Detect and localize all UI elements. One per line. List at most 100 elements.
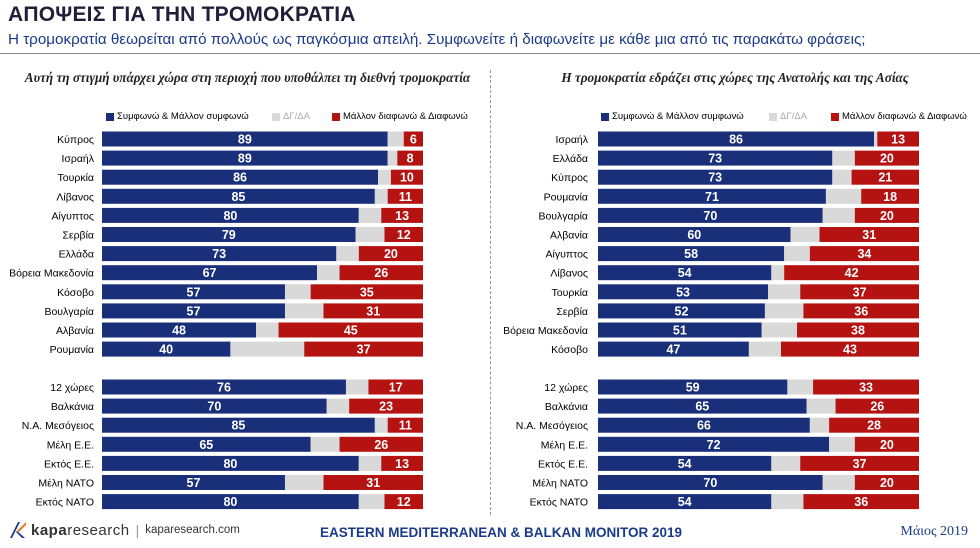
left-value-label-agree: 89 — [238, 152, 252, 166]
left-bar-agree — [102, 246, 337, 262]
left-value-label-disagree: 12 — [397, 495, 411, 509]
left-category-label: Ισραήλ — [61, 153, 94, 165]
legend-na: ΔΓ/ΔΑ — [272, 111, 310, 122]
right-bar-na — [764, 303, 804, 319]
left-value-label-agree: 57 — [187, 304, 201, 318]
left-value-label-disagree: 31 — [366, 476, 380, 490]
left-value-label-disagree: 17 — [389, 381, 403, 395]
right-value-label-agree: 53 — [676, 285, 690, 299]
left-category-label: 12 χώρες — [50, 382, 94, 394]
left-bar-na — [355, 227, 385, 242]
left-value-label-disagree: 37 — [357, 343, 371, 357]
left-bar-disagree — [323, 475, 423, 490]
panel-divider — [490, 70, 491, 515]
right-category-label: Βουλγαρία — [538, 210, 588, 222]
legend-na-swatch — [272, 112, 280, 121]
right-value-label-disagree: 18 — [883, 190, 897, 204]
left-value-label-disagree: 8 — [407, 152, 414, 166]
right-value-label-agree: 86 — [729, 133, 743, 147]
left-category-label: Κόσοβο — [57, 287, 94, 299]
right-category-label: Ισραήλ — [555, 134, 588, 146]
left-value-label-agree: 80 — [223, 457, 237, 471]
left-value-label-agree: 67 — [203, 266, 217, 280]
left-bar-agree — [102, 322, 257, 338]
right-bar-na — [806, 398, 836, 414]
right-bar-agree — [598, 379, 788, 395]
left-bar-na — [310, 436, 340, 452]
right-value-label-disagree: 37 — [853, 457, 867, 471]
legend-agree: Συμφωνώ & Μάλλον συμφωνώ — [601, 111, 744, 122]
right-category-label: Κόσοβο — [551, 344, 588, 356]
left-bar-disagree — [384, 227, 423, 242]
left-bar-na — [358, 207, 382, 223]
left-bar-agree — [102, 303, 285, 319]
right-bar-disagree — [800, 284, 919, 300]
left-category-label: Τουρκία — [58, 172, 94, 184]
right-bar-na — [822, 475, 855, 490]
right-category-label: Βαλκάνια — [545, 401, 588, 413]
logo-mark-icon — [8, 520, 28, 540]
right-bar-na — [874, 131, 878, 147]
left-bar-na — [374, 417, 388, 433]
left-bar-na — [358, 455, 382, 471]
page-subtitle: Η τρομοκρατία θεωρείται από πολλούς ως π… — [8, 31, 866, 48]
left-value-label-disagree: 23 — [379, 400, 393, 414]
right-bar-na — [809, 417, 830, 433]
right-bar-agree — [598, 188, 826, 204]
legend-disagree-swatch — [332, 112, 340, 121]
footer-url: kaparesearch.com — [145, 524, 240, 536]
right-category-label: Εκτός ΝΑΤΟ — [530, 497, 588, 509]
left-category-label: Εκτός ΝΑΤΟ — [36, 497, 94, 509]
right-value-label-agree: 73 — [708, 152, 722, 166]
left-value-label-agree: 57 — [187, 476, 201, 490]
right-value-label-disagree: 20 — [880, 209, 894, 223]
left-value-label-agree: 40 — [159, 343, 173, 357]
left-value-label-disagree: 13 — [395, 209, 409, 223]
right-panel-title: Η τρομοκρατία εδράζει στις χώρες της Ανα… — [561, 70, 909, 85]
right-category-label: Ρουμανία — [544, 191, 588, 203]
left-bar-agree — [102, 284, 285, 300]
left-value-label-disagree: 26 — [374, 438, 388, 452]
right-value-label-disagree: 42 — [845, 266, 859, 280]
left-bar-disagree — [358, 246, 423, 262]
right-bar-disagree — [854, 207, 919, 223]
right-value-label-agree: 58 — [684, 247, 698, 261]
left-bar-disagree — [403, 131, 423, 147]
legend-disagree-label: Μάλλον διαφωνώ & Διαφωνώ — [343, 111, 468, 122]
right-bar-disagree — [861, 188, 919, 204]
left-bar-disagree — [339, 265, 423, 281]
left-bar-agree — [102, 341, 231, 357]
left-category-label: Μέλη ΝΑΤΟ — [38, 478, 94, 490]
left-bar-agree — [102, 494, 359, 510]
left-value-label-agree: 57 — [187, 285, 201, 299]
left-category-label: Ρουμανία — [50, 344, 94, 356]
right-value-label-disagree: 33 — [859, 381, 873, 395]
left-legend: Συμφωνώ & Μάλλον συμφωνώ ΔΓ/ΔΑ Μάλλον δι… — [106, 111, 486, 123]
right-bar-disagree — [851, 169, 919, 185]
right-bar-na — [771, 265, 785, 281]
right-value-label-disagree: 26 — [870, 400, 884, 414]
left-bar-agree — [102, 131, 388, 147]
right-bar-na — [790, 227, 820, 242]
right-value-label-disagree: 38 — [851, 324, 865, 338]
logo-separator: | — [135, 522, 140, 538]
right-category-label: Βόρεια Μακεδονία — [503, 325, 588, 337]
right-bar-agree — [598, 246, 785, 262]
left-bar-na — [358, 494, 385, 510]
right-category-label: Εκτός Ε.Ε. — [538, 458, 588, 470]
right-bar-na — [784, 246, 810, 262]
footer-date: Μάιος 2019 — [900, 524, 968, 539]
left-value-label-agree: 73 — [212, 247, 226, 261]
left-category-label: Αίγυπτος — [52, 210, 94, 222]
right-bar-na — [832, 150, 855, 166]
left-bar-na — [387, 150, 398, 166]
left-bar-na — [284, 475, 324, 490]
right-bar-disagree — [803, 494, 919, 510]
left-bar-na — [256, 322, 279, 338]
right-value-label-agree: 71 — [705, 190, 719, 204]
right-category-label: Κύπρος — [551, 172, 588, 184]
legend-disagree: Μάλλον διαφωνώ & Διαφωνώ — [831, 111, 967, 122]
right-value-label-disagree: 36 — [854, 304, 868, 318]
left-bar-disagree — [310, 284, 423, 300]
